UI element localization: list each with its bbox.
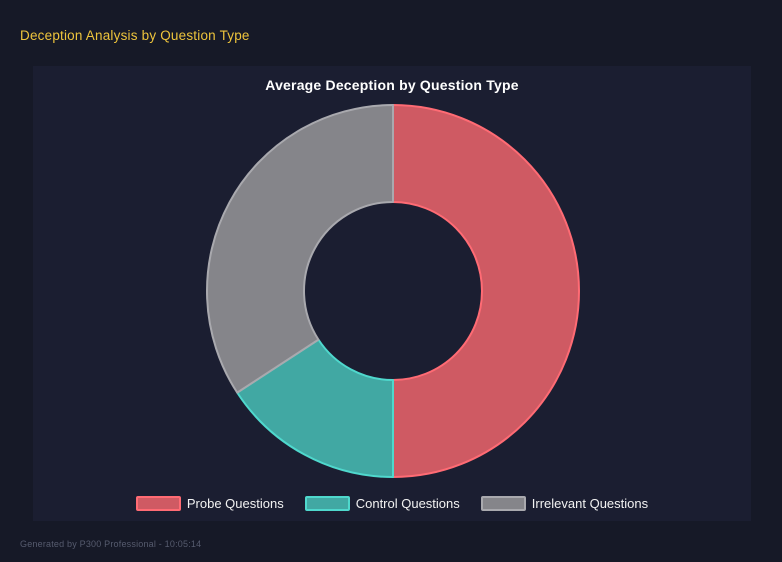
footer-generated-by: Generated by P300 Professional - 10:05:1… xyxy=(20,539,202,549)
legend-swatch-control-questions xyxy=(304,496,350,511)
legend-item-irrelevant-questions[interactable]: Irrelevant Questions xyxy=(480,496,649,511)
chart-title: Average Deception by Question Type xyxy=(265,77,519,93)
legend-item-probe-questions[interactable]: Probe Questions xyxy=(135,496,284,511)
legend-label-control-questions: Control Questions xyxy=(355,496,460,511)
donut-segment-irrelevant-questions[interactable] xyxy=(206,104,394,394)
donut-segment-probe-questions[interactable] xyxy=(392,104,580,478)
page-title: Deception Analysis by Question Type xyxy=(20,28,250,43)
legend-label-irrelevant-questions: Irrelevant Questions xyxy=(531,496,649,511)
legend-item-control-questions[interactable]: Control Questions xyxy=(304,496,460,511)
legend-swatch-probe-questions xyxy=(135,496,181,511)
legend-swatch-irrelevant-questions xyxy=(480,496,526,511)
legend-label-probe-questions: Probe Questions xyxy=(186,496,284,511)
donut-segment-control-questions[interactable] xyxy=(236,338,394,478)
chart-legend: Probe Questions Control Questions Irrele… xyxy=(33,496,751,511)
chart-panel: Average Deception by Question Type Probe… xyxy=(33,66,751,521)
doughnut-chart[interactable] xyxy=(201,99,585,483)
